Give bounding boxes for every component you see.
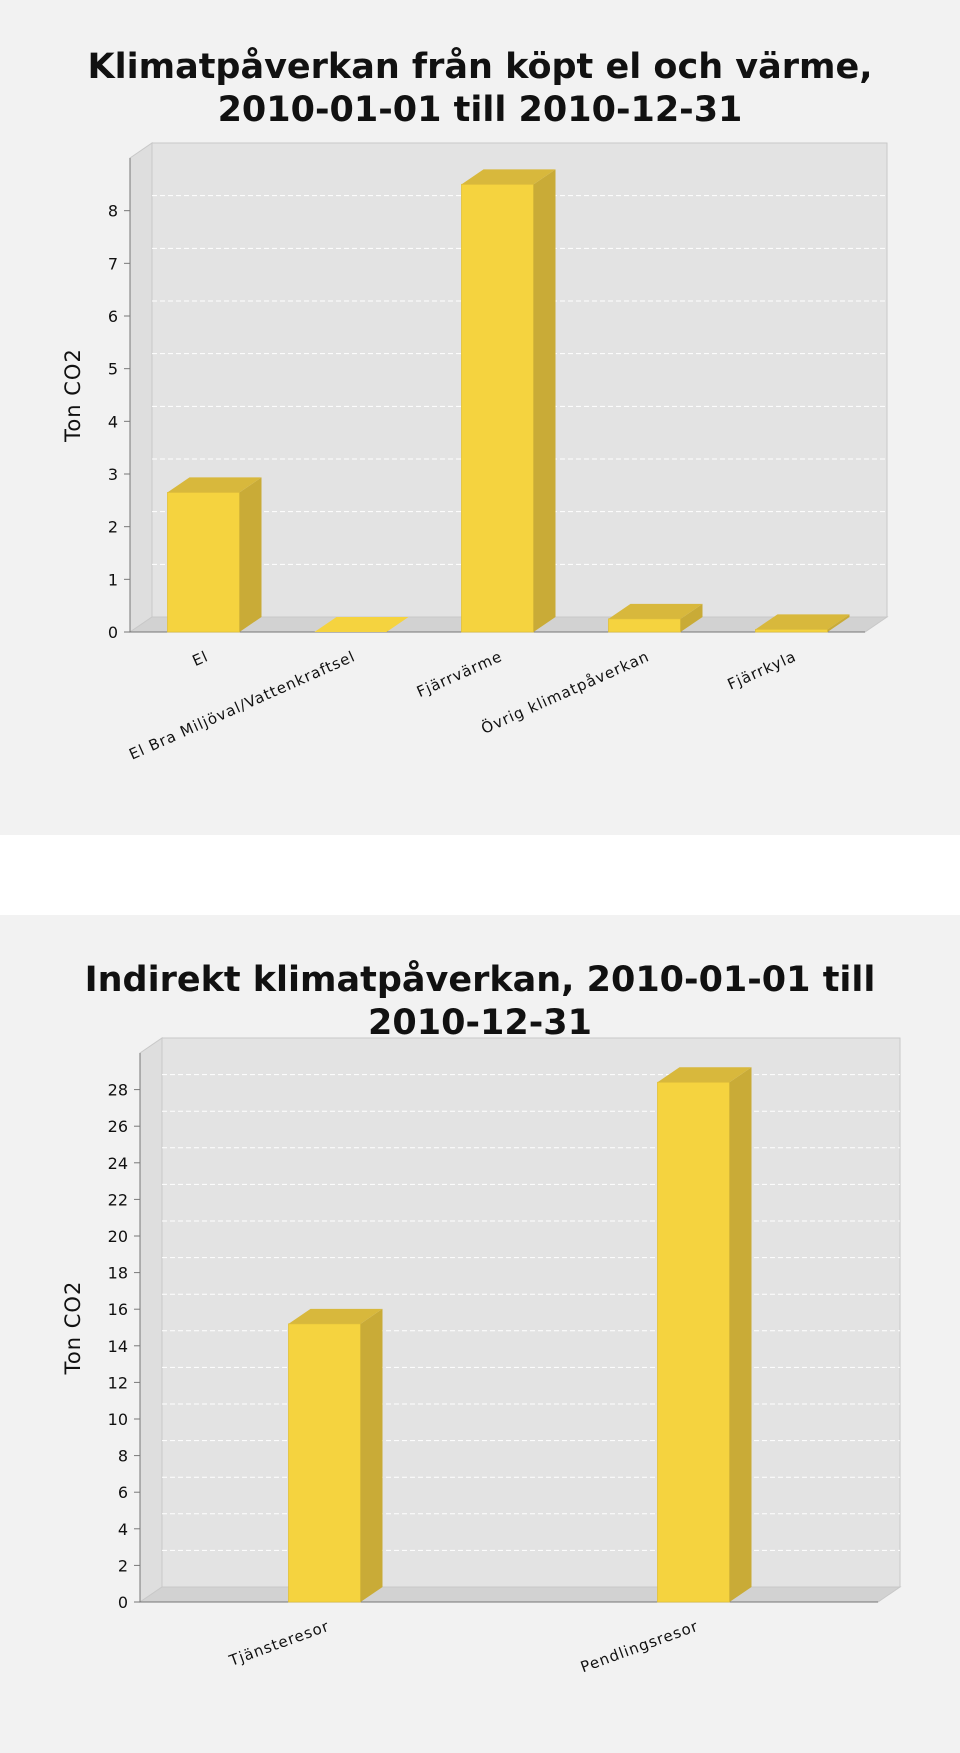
- bar-front: [657, 1081, 730, 1603]
- bar-side: [360, 1308, 383, 1602]
- y-tick-label: 22: [108, 1190, 128, 1209]
- y-tick-label: 24: [108, 1154, 128, 1173]
- y-tick-label: 14: [108, 1337, 128, 1356]
- chart-2-title-line-1: Indirekt klimatpåverkan, 2010-01-01 till: [84, 960, 876, 1000]
- bar: [167, 477, 262, 633]
- chart-panel-1: Klimatpåverkan från köpt el och värme, 2…: [0, 0, 960, 835]
- y-tick-label: 8: [118, 1447, 128, 1466]
- bar-side: [680, 603, 703, 632]
- x-category-label: Övrig klimatpåverkan: [478, 646, 652, 737]
- bar-front: [608, 618, 681, 633]
- y-tick-label: 8: [108, 202, 118, 221]
- x-category-label: El: [190, 647, 212, 670]
- x-category-label: Fjärrvärme: [414, 647, 505, 701]
- x-category-label: Fjärrkyla: [725, 647, 799, 693]
- chart-1-title-line-2: 2010-01-01 till 2010-12-31: [217, 90, 743, 130]
- y-tick-label: 2: [118, 1556, 128, 1575]
- y-tick-label: 1: [108, 570, 118, 589]
- plot-back-wall: [161, 1037, 901, 1588]
- y-tick-label: 5: [108, 360, 118, 379]
- x-category-label: El Bra Miljöval/Vattenkraftsel: [126, 647, 358, 763]
- y-tick-label: 0: [118, 1593, 128, 1612]
- bar-top: [657, 1067, 752, 1083]
- y-tick-label: 16: [108, 1300, 128, 1319]
- chart-1-title-line-1: Klimatpåverkan från köpt el och värme,: [87, 47, 873, 87]
- bar: [314, 617, 409, 632]
- x-category-label: Tjänsteresor: [226, 1617, 332, 1670]
- bar: [288, 1308, 383, 1603]
- y-tick-label: 12: [108, 1373, 128, 1392]
- bar-front: [167, 492, 240, 633]
- bar-top: [755, 614, 850, 630]
- bar-top: [461, 169, 556, 185]
- bar: [755, 614, 850, 633]
- bar: [461, 169, 556, 633]
- chart-2-title-line-2: 2010-12-31: [368, 1003, 592, 1043]
- bar-top: [314, 617, 409, 632]
- plot-floor: [138, 1586, 902, 1603]
- bar-side: [239, 477, 262, 632]
- y-axis-title: Ton CO2: [61, 348, 85, 443]
- y-tick-label: 2: [108, 518, 118, 537]
- bar-side: [533, 169, 556, 633]
- bar-top: [167, 477, 262, 493]
- x-category-label: Pendlingsresor: [578, 1617, 701, 1676]
- bar-front: [461, 183, 534, 633]
- chart-2-title: Indirekt klimatpåverkan, 2010-01-01 till…: [0, 959, 960, 1045]
- y-axis-title: Ton CO2: [61, 1281, 85, 1376]
- y-tick-label: 18: [108, 1264, 128, 1283]
- bar-front: [755, 628, 828, 633]
- y-tick-label: 4: [108, 412, 118, 431]
- y-tick-label: 7: [108, 254, 118, 273]
- y-tick-label: 6: [108, 307, 118, 326]
- chart-panel-2: Indirekt klimatpåverkan, 2010-01-01 till…: [0, 915, 960, 1753]
- y-tick-label: 28: [108, 1081, 128, 1100]
- y-tick-label: 4: [118, 1520, 128, 1539]
- bar-side: [729, 1067, 752, 1602]
- bar-front: [288, 1323, 361, 1603]
- y-tick-label: 10: [108, 1410, 128, 1429]
- chart-1-title: Klimatpåverkan från köpt el och värme, 2…: [0, 46, 960, 132]
- bar: [657, 1067, 752, 1603]
- bar: [608, 603, 703, 633]
- plot-side-wall: [139, 1037, 163, 1603]
- y-tick-label: 26: [108, 1117, 128, 1136]
- y-tick-label: 0: [108, 623, 118, 642]
- y-tick-label: 6: [118, 1483, 128, 1502]
- y-tick-label: 3: [108, 465, 118, 484]
- y-tick-label: 20: [108, 1227, 128, 1246]
- bar-top: [608, 603, 703, 619]
- plot-side-wall: [129, 142, 153, 633]
- bar-top: [288, 1308, 383, 1324]
- bar-side: [827, 614, 850, 632]
